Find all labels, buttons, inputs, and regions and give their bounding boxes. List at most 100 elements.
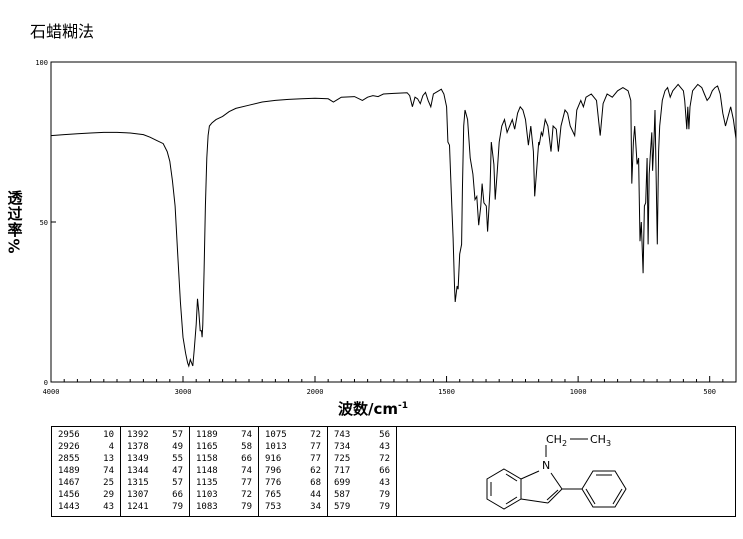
peak-wavenumber: 1165 [196,442,218,452]
x-tick-label: 500 [703,388,716,396]
peak-wavenumber: 1103 [196,490,218,500]
peak-row: 765 44 [259,489,327,501]
peak-transmittance: 77 [241,478,252,488]
peak-column: 1392 57 1378 49 1349 55 1344 47 1315 57 1307 66 1241… [121,427,190,516]
x-tick-label: 3000 [175,388,192,396]
peak-row: 699 43 [328,477,396,489]
peak-transmittance: 62 [310,466,321,476]
peak-wavenumber: 1349 [127,454,149,464]
peak-wavenumber: 1443 [58,502,80,512]
peak-transmittance: 79 [379,490,390,500]
peak-row: 1103 72 [190,489,258,501]
peak-transmittance: 66 [172,490,183,500]
peak-transmittance: 72 [310,430,321,440]
y-label-unit: % [6,238,24,254]
n-atom-label: N [542,459,550,472]
peak-wavenumber: 1241 [127,502,149,512]
peak-transmittance: 79 [172,502,183,512]
peak-row: 1307 66 [121,489,189,501]
phenyl-ring [581,470,627,508]
peak-transmittance: 57 [172,430,183,440]
peak-row: 734 43 [328,441,396,453]
peak-transmittance: 44 [310,490,321,500]
peak-wavenumber: 725 [334,454,351,464]
x-tick-label: 1000 [570,388,587,396]
peak-wavenumber: 1344 [127,466,149,476]
y-tick-label: 0 [44,379,48,387]
peak-wavenumber: 2855 [58,454,80,464]
peak-row: 1148 74 [190,465,258,477]
x-tick-label: 1500 [438,388,455,396]
peak-row: 796 62 [259,465,327,477]
peak-row: 1075 72 [259,429,327,441]
peak-row: 743 56 [328,429,396,441]
y-tick-label: 50 [40,219,48,227]
peak-wavenumber: 1467 [58,478,80,488]
peak-row: 1189 74 [190,429,258,441]
peak-transmittance: 72 [241,490,252,500]
peak-row: 2926 4 [52,441,120,453]
peak-row: 1456 29 [52,489,120,501]
peak-row: 1135 77 [190,477,258,489]
peak-row: 2855 13 [52,453,120,465]
peak-column: 2956 10 2926 4 2855 13 1489 74 1467 25 1456 29 1443 4… [52,427,121,516]
peak-wavenumber: 587 [334,490,351,500]
peak-wavenumber: 1456 [58,490,80,500]
x-tick-label: 2000 [307,388,324,396]
peak-transmittance: 43 [379,478,390,488]
y-tick-label: 100 [35,59,48,67]
x-label-text: 波数/cm [338,400,399,418]
peak-wavenumber: 1378 [127,442,149,452]
y-axis-label: 透 过 率 % [6,190,24,254]
peak-row: 579 79 [328,501,396,513]
peak-column: 1189 74 1165 58 1158 66 1148 74 1135 77 1103 72 1083… [190,427,259,516]
peak-row: 725 72 [328,453,396,465]
peak-transmittance: 25 [103,478,114,488]
peak-transmittance: 77 [310,442,321,452]
peak-wavenumber: 743 [334,430,351,440]
ir-spectrum-chart: 4000 3000 2000 1500 1000 500 0 50 100 [35,59,737,396]
peak-transmittance: 77 [310,454,321,464]
peak-wavenumber: 734 [334,442,351,452]
peak-wavenumber: 1148 [196,466,218,476]
page-title: 石蜡糊法 [30,22,95,41]
peak-wavenumber: 753 [265,502,282,512]
peak-wavenumber: 1307 [127,490,149,500]
ch3-label: CH3 [590,433,611,448]
peak-transmittance: 47 [172,466,183,476]
peak-row: 1392 57 [121,429,189,441]
peak-wavenumber: 1189 [196,430,218,440]
peak-transmittance: 68 [310,478,321,488]
peak-row: 753 34 [259,501,327,513]
ch2-label: CH2 [546,433,567,448]
peak-column: 1075 72 1013 77 916 77 796 62 776 68 765 44 753 34 [259,427,328,516]
peak-row: 1165 58 [190,441,258,453]
peak-transmittance: 4 [108,442,114,452]
plot-frame [50,61,737,383]
peak-wavenumber: 1075 [265,430,287,440]
peak-transmittance: 58 [241,442,252,452]
peak-row: 1013 77 [259,441,327,453]
peak-wavenumber: 796 [265,466,282,476]
peak-transmittance: 49 [172,442,183,452]
peak-transmittance: 29 [103,490,114,500]
peak-row: 1241 79 [121,501,189,513]
peak-row: 776 68 [259,477,327,489]
peak-row: 1489 74 [52,465,120,477]
molecular-structure: CH2 CH3 N [486,433,627,510]
x-tick-label: 4000 [43,388,60,396]
peak-transmittance: 79 [241,502,252,512]
peak-transmittance: 74 [103,466,114,476]
benzene-ring [486,468,522,510]
y-label-char-3: 率 [7,221,23,239]
peak-wavenumber: 1489 [58,466,80,476]
peak-row: 1467 25 [52,477,120,489]
axis-tick-labels: 4000 3000 2000 1500 1000 500 0 50 100 [35,59,716,396]
peak-row: 587 79 [328,489,396,501]
spectrum-series-line [50,83,737,368]
peak-wavenumber: 2956 [58,430,80,440]
peak-transmittance: 57 [172,478,183,488]
peak-row: 1378 49 [121,441,189,453]
peak-row: 1158 66 [190,453,258,465]
peak-transmittance: 10 [103,430,114,440]
